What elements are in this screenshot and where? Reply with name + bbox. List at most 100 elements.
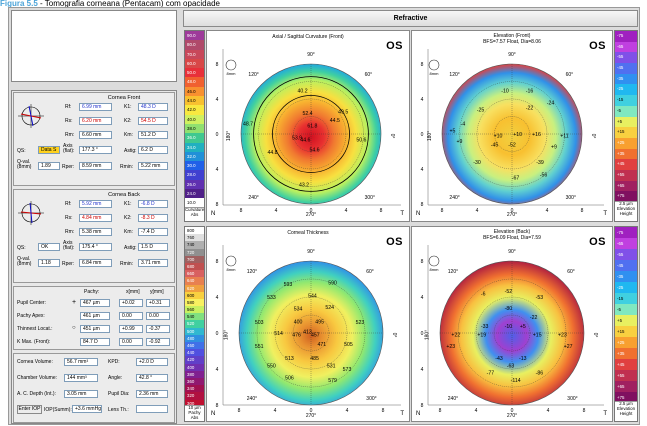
scale-cell: -25 [615,282,637,293]
elevf-value-label: +5 [450,129,456,135]
elevb-map-canvas: 8 8 4 4 0 0 4 4 8 8 90° 120° 60° 180° 0° 240° 300° 270° 8m… [421,245,604,419]
pachy-nasal-label: N [211,411,216,417]
axial-curvature-map[interactable]: Axial / Sagittal Curvature (Front) OS N … [206,30,410,222]
x-tick-label: 8 [439,408,442,414]
x-tick-label: 4 [475,408,478,414]
y-tick-label: 0 [216,132,219,138]
elevf-value-label: -22 [526,105,534,111]
elevb-value-label: -10 [505,324,513,330]
front-qs-badge[interactable]: Data S [38,146,60,154]
elevb-value-label: +5 [520,324,526,330]
pachy-col-label: Pachy: [84,289,100,295]
iop-value: +3.6 mmHg [72,405,102,413]
pachy-value-label: 534 [294,307,303,313]
elevb-value-label: -22 [530,315,538,321]
pachy-value-label: 495 [315,319,324,325]
rmin-label: Rmin: [120,261,134,267]
elevb-map-title: Elevation (Back) [493,229,531,235]
x-tick-label: 4 [346,408,349,414]
scale-cell: 400 [185,363,204,371]
front-astig-value: 6.2 D [138,146,168,154]
axis-label: Axis (flat): [63,240,75,251]
front-rper-value: 8.59 mm [79,162,112,170]
pachy-value-label: 544 [308,294,317,300]
elevation-back-map[interactable]: Elevation (Back) BFS=6.09 Float, Dia=7.5… [411,226,613,422]
pachy-value-label: 524 [325,305,334,311]
x-tick-label: 4 [546,208,549,214]
y-tick-label: 4 [421,167,424,173]
k2-label: K2: [124,118,132,124]
elevation-front-map[interactable]: Elevation (Front) BFS=7.57 Float, Dia=8.… [411,30,613,222]
scale-cell: 40.0 [185,114,204,124]
scale-cell: +65 [615,180,637,192]
scale-cell: 680 [185,262,204,271]
scale-cell: 340 [185,385,204,393]
scale-cell: 70.0 [185,49,204,59]
display-title-bar[interactable]: Refractive [183,10,638,27]
elevation-front-mode: Height [619,210,633,216]
axial-value-label: 53.9 [292,136,302,142]
pachy-value-label: 551 [255,344,264,350]
axial-nasal-label: N [211,211,216,217]
scale-cell: 640 [185,277,204,285]
scale-cell: 34.0 [185,142,204,152]
scale-cell: 360 [185,377,204,386]
x-col-label: x[mm] [126,289,140,295]
scale-cell: +5 [615,116,637,128]
curvature-scale-mode: Abs [190,211,199,217]
compass-angle-label: 60° [566,72,574,78]
scale-cell: 26.0 [185,179,204,190]
y-tick-label: 8 [216,202,219,208]
elevf-temporal-label: T [603,211,607,217]
scale-cell: 720 [185,248,204,256]
elevf-value-label: -10 [501,89,509,95]
scale-8mm-label: 8mm [227,71,237,76]
rm-label: Rm: [65,229,75,235]
angle-value: 42.8 ° [136,374,168,382]
figure-caption: Figura 5.5 - Tomografia corneana (Pentac… [0,0,647,8]
elevation-front-scale-cells: -75 -65 -55 -45 -35 -25 -15 -5 +5 +15 +25 +35 +45 +55… [615,31,637,202]
elevb-value-label: -53 [536,295,544,301]
front-rf-value: 6.99 mm [79,103,112,111]
x-tick-label: 0 [310,208,313,214]
scale-cell: -45 [615,260,637,271]
elevf-value-label: +10 [513,132,522,138]
front-k1-value: 48.3 D [138,103,168,111]
pachy-value-label: 523 [356,320,365,326]
pachy-eye-label: OS [386,236,403,248]
elevation-front-scale: -75 -65 -55 -45 -35 -25 -15 -5 +5 +15 +25 +35 +45 +55… [614,30,638,222]
scale-cell: -65 [615,238,637,249]
compass-angle-label: 60° [366,269,374,275]
km-label: Km: [124,229,133,235]
pupil-x-value: +0.02 [119,299,143,307]
enter-iop-button[interactable]: Enter IOP [17,405,42,414]
x-tick-label: 0 [511,208,514,214]
axial-map-title: Axial / Sagittal Curvature (Front) [272,34,344,40]
elevation-back-scale: -75 -65 -55 -45 -35 -25 -15 -5 +5 +15 +25 +35 +45 +55… [614,226,638,422]
chamber-section: Cornea Volume: 56.7 mm³ KPD: +2.0 D Cham… [13,353,175,423]
compass-angle-label: 270° [507,212,517,218]
scale-cell: 300 [185,399,204,407]
rper-label: Rper: [62,164,75,170]
elevf-value-label: -4 [461,122,466,128]
elevf-value-label: +16 [532,132,541,138]
front-qval-value: 1.89 [38,162,60,170]
x-tick-label: 4 [476,208,479,214]
back-qs-badge[interactable]: OK [38,243,60,251]
back-axis-value: 175.4 ° [79,243,112,251]
y-tick-label: 4 [216,167,219,173]
scale-cell: +65 [615,381,637,392]
front-rs-value: 6.20 mm [79,117,112,125]
scale-cell: 580 [185,298,204,307]
scale-cell: +55 [615,370,637,381]
rf-label: Rf: [65,201,72,207]
corneal-thickness-map[interactable]: Corneal Thickness OS N T 8 8 4 4 0 0 4 4 8 8 90° 12… [206,226,410,422]
scale-cell: 440 [185,349,204,357]
qval-label: Q-val. (8mm) [17,256,32,267]
kpd-value: +2.0 D [136,358,168,366]
cornea-front-title: Cornea Front [107,95,141,101]
scale-cell: 90.0 [185,31,204,41]
elevb-value-label: -80 [505,306,513,312]
pachy-value-label: 457 [311,332,320,338]
